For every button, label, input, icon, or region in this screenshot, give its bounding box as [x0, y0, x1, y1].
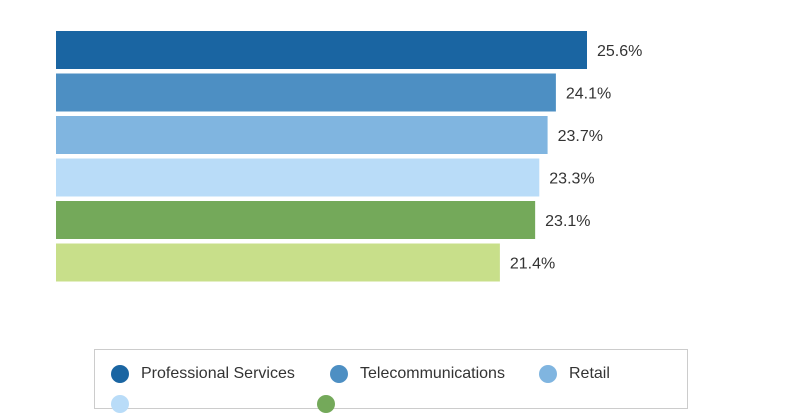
legend-swatch: [111, 365, 129, 383]
legend-swatch: [539, 365, 557, 383]
bar-6[interactable]: [56, 243, 500, 282]
bar-value-label: 23.1%: [545, 213, 590, 230]
bar-value-label: 25.6%: [597, 43, 642, 60]
bar-value-label: 24.1%: [566, 86, 611, 103]
bar-value-label: 23.7%: [558, 128, 603, 145]
bar-1[interactable]: [56, 31, 587, 69]
legend-swatch: [330, 365, 348, 383]
chart-legend: Professional Services Telecommunications R…: [94, 349, 688, 413]
bar-2[interactable]: [56, 73, 556, 112]
legend-swatch: [111, 395, 129, 413]
legend-item[interactable]: Telecommunications: [330, 363, 505, 385]
bar-5[interactable]: [56, 201, 536, 239]
legend-swatch: [317, 395, 335, 413]
legend-item[interactable]: [317, 393, 347, 415]
legend-item[interactable]: Retail: [539, 363, 610, 385]
legend-label: Retail: [569, 365, 610, 382]
legend-label: Telecommunications: [360, 365, 505, 382]
legend-item[interactable]: Professional Services: [111, 363, 295, 385]
legend-label: Professional Services: [141, 365, 295, 382]
legend-item[interactable]: [111, 393, 141, 415]
bar-4[interactable]: [56, 158, 540, 197]
bar-chart: 25.6% 24.1% 23.7% 23.3% 23.1% 21.4%: [56, 31, 642, 282]
bar-3[interactable]: [56, 116, 548, 154]
bar-value-label: 21.4%: [510, 256, 555, 273]
bar-value-label: 23.3%: [549, 171, 594, 188]
